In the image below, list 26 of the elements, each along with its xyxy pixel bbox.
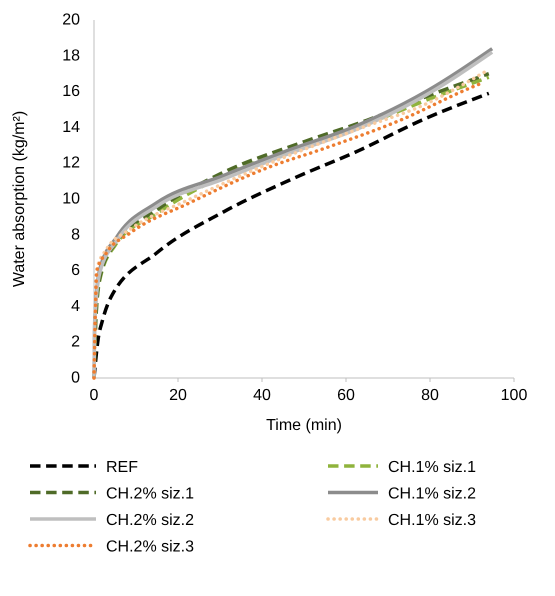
y-tick-label: 12 xyxy=(62,154,80,172)
legend-label: CH.1% siz.2 xyxy=(388,486,476,502)
legend-label: CH.1% siz.1 xyxy=(388,459,476,476)
legend-label: CH.2% siz.3 xyxy=(106,538,194,556)
y-tick-label: 10 xyxy=(62,190,80,208)
y-tick-label: 0 xyxy=(71,370,80,386)
y-tick-label: 20 xyxy=(62,12,80,28)
x-tick-label: 80 xyxy=(421,387,439,404)
y-tick-label: 4 xyxy=(71,298,80,315)
y-tick-label: 6 xyxy=(71,262,80,280)
x-axis-title: Time (min) xyxy=(266,417,342,434)
y-axis-title: Water absorption (kg/m²) xyxy=(11,110,28,288)
y-tick-label: 16 xyxy=(62,83,80,100)
x-tick-label: 40 xyxy=(253,387,271,404)
y-tick-label: 2 xyxy=(71,334,80,351)
y-tick-label: 8 xyxy=(71,226,80,244)
x-tick-label: 20 xyxy=(169,387,187,404)
x-tick-label: 100 xyxy=(500,387,528,404)
legend-label: CH.2% siz.2 xyxy=(106,512,194,529)
y-tick-label: 14 xyxy=(62,118,80,136)
x-tick-label: 0 xyxy=(90,387,99,404)
x-tick-label: 60 xyxy=(337,387,355,404)
legend-label: CH.1% siz.3 xyxy=(388,512,476,529)
legend-label: REF xyxy=(106,459,138,476)
y-tick-label: 18 xyxy=(62,47,80,64)
legend-label: CH.2% siz.1 xyxy=(106,486,194,502)
